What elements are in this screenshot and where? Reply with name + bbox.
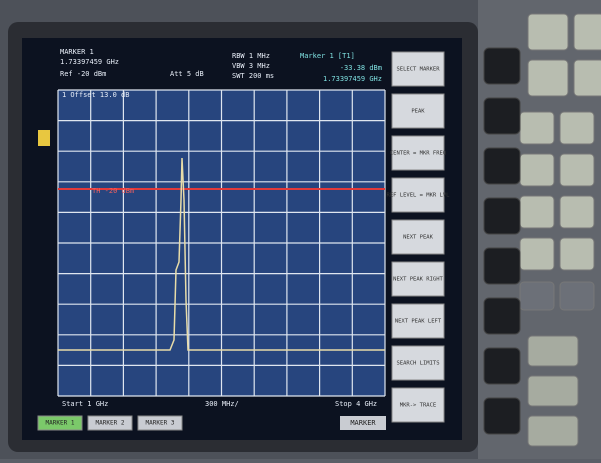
bottom-button-label: MARKER 3: [146, 420, 175, 427]
bottom-button-label: MARKER 2: [96, 420, 125, 427]
bottom-button[interactable]: [137, 415, 183, 431]
mode-label: MARKER: [350, 419, 376, 427]
softkey-label: REF LEVEL = MKR LVL: [387, 193, 451, 199]
softkey[interactable]: [391, 261, 445, 297]
attenuation: Att 5 dB: [170, 70, 204, 78]
stop-freq: Stop 4 GHz: [335, 400, 377, 408]
softkey-label: SEARCH LIMITS: [396, 361, 439, 367]
marker-freq: 1.73397459 GHz: [60, 58, 119, 66]
softkey[interactable]: [391, 177, 445, 213]
softkey[interactable]: [391, 387, 445, 423]
softkey-label: NEXT PEAK: [403, 235, 433, 241]
side-marker: [38, 130, 50, 146]
vbw: VBW 3 MHz: [232, 62, 270, 70]
side-keys: [483, 47, 521, 435]
softkey-label: MKR-> TRACE: [400, 403, 436, 409]
readout-level: -33.38 dBm: [340, 64, 382, 72]
bottom-button-label: MARKER 1: [46, 420, 75, 427]
readout-freq: 1.73397459 GHz: [323, 75, 382, 83]
sweep-time: SWT 200 ms: [232, 72, 274, 80]
softkey-label: NEXT PEAK LEFT: [395, 319, 442, 325]
softkey-label: CENTER = MKR FREQ: [390, 151, 446, 157]
softkey[interactable]: [391, 303, 445, 339]
softkey-label: PEAK: [411, 109, 425, 115]
softkey-label: NEXT PEAK RIGHT: [393, 277, 443, 283]
softkey[interactable]: [391, 345, 445, 381]
softkey[interactable]: [391, 93, 445, 129]
softkey[interactable]: [391, 135, 445, 171]
marker-label: MARKER 1: [60, 48, 94, 56]
bottom-button[interactable]: [87, 415, 133, 431]
rbw: RBW 1 MHz: [232, 52, 270, 60]
start-freq: Start 1 GHz: [62, 400, 108, 408]
grid-label: 1 Offset 13.0 dB: [62, 91, 129, 99]
threshold-label: TH -20 dBm: [92, 187, 134, 195]
ref-level: Ref -20 dBm: [60, 70, 106, 78]
keypad: [519, 13, 601, 447]
softkey-label: SELECT MARKER: [396, 67, 440, 73]
softkey[interactable]: [391, 219, 445, 255]
mode-box: [340, 416, 386, 430]
bottom-button[interactable]: [37, 415, 83, 431]
grid: [57, 89, 386, 397]
span-per-div: 300 MHz/: [205, 400, 239, 408]
trace: [58, 157, 385, 351]
softkey[interactable]: [391, 51, 445, 87]
readout-title: Marker 1 [T1]: [300, 52, 355, 60]
